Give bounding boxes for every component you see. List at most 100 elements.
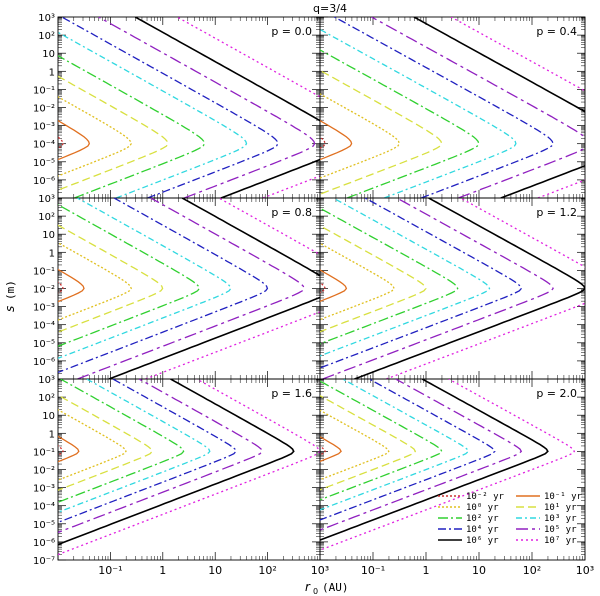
y-tick-label: 10⁻⁴	[33, 321, 55, 332]
series-line	[108, 198, 320, 379]
series-line	[322, 198, 554, 379]
x-tick-label: 1	[423, 564, 430, 577]
curves	[58, 198, 320, 379]
panel-5: 10⁻⁷ 10⁻⁶ 10⁻⁵ 10⁻⁴ 10⁻³ 10⁻² 10⁻¹ 1 10 10² 10³ 10⁻…	[33, 375, 329, 577]
legend-label: 10⁷ yr	[544, 536, 577, 546]
y-tick-label: 10³	[38, 194, 55, 205]
y-tick-label: 10³	[38, 375, 55, 386]
legend-label: 10¹ yr	[544, 503, 577, 513]
panel-label: p = 1.2	[536, 206, 577, 219]
series-line	[320, 379, 523, 531]
y-tick-label: 10⁻³	[33, 303, 55, 314]
y-tick-label: 10⁻⁷	[33, 556, 55, 567]
y-tick-label: 10⁻¹	[33, 85, 55, 96]
series-line	[413, 17, 585, 198]
curves	[320, 17, 585, 198]
panel-label: p = 1.6	[271, 387, 312, 400]
series-line	[320, 380, 443, 501]
legend-label: 10³ yr	[544, 514, 577, 524]
y-tick-label: 10⁻⁴	[33, 140, 55, 151]
y-axis-label: s (m)	[3, 280, 17, 312]
curves	[320, 198, 585, 379]
series-line	[354, 198, 585, 379]
series-line	[58, 379, 263, 534]
y-tick-label: 10⁻⁵	[33, 520, 55, 531]
y-tick-label: 1	[49, 248, 55, 259]
series-line	[58, 75, 169, 191]
series-line	[320, 93, 401, 179]
series-line	[58, 268, 85, 303]
y-tick-label: 10⁻⁴	[33, 502, 55, 513]
y-tick-label: 1	[49, 67, 55, 78]
x-tick-label: 10³	[576, 564, 594, 577]
panel-frame	[57, 378, 321, 561]
series-line	[58, 31, 248, 198]
series-line	[58, 379, 211, 514]
curves	[58, 17, 320, 198]
x-axis-label: r 0 (AU)	[305, 580, 349, 596]
series-line	[61, 17, 279, 198]
y-tick-label: 10⁻³	[33, 484, 55, 495]
panel-label: p = 2.0	[536, 387, 577, 400]
series-line	[320, 207, 459, 345]
curves	[320, 379, 576, 551]
legend-item: 10¹ yr	[516, 503, 577, 513]
series-line	[58, 224, 164, 333]
series-line	[320, 225, 427, 333]
series-line	[320, 379, 470, 511]
x-tick-label: 1	[159, 564, 166, 577]
panel-label: p = 0.4	[536, 25, 577, 38]
panel-frame	[319, 197, 586, 380]
y-axis-label-unit: (m)	[4, 280, 17, 300]
y-tick-label: 10⁻²	[33, 466, 55, 477]
x-tick-label: 10³	[311, 564, 329, 577]
legend-item: 10⁷ yr	[516, 536, 577, 546]
curves	[58, 379, 320, 556]
series-line	[58, 379, 185, 503]
y-tick-label: 10⁻⁶	[33, 538, 55, 549]
series-line	[58, 198, 232, 359]
series-line	[320, 379, 576, 551]
series-line	[371, 17, 585, 198]
x-tick-label: 10	[208, 564, 222, 577]
series-line	[320, 198, 491, 357]
series-line	[98, 17, 316, 198]
series-line	[320, 69, 443, 195]
x-tick-label: 10⁻¹	[361, 564, 385, 577]
series-line	[58, 379, 295, 546]
series-line	[320, 379, 549, 541]
series-line	[58, 281, 64, 294]
y-tick-label: 10²	[38, 31, 55, 42]
series-line	[320, 269, 348, 302]
series-line	[320, 28, 517, 198]
series-line	[58, 198, 269, 374]
y-tick-label: 10⁻⁶	[33, 357, 55, 368]
figure-title: q=3/4	[313, 2, 347, 15]
y-tick-label: 10	[42, 411, 55, 422]
legend-item: 10⁵ yr	[516, 525, 577, 535]
y-axis-label-main: s	[3, 306, 17, 312]
series-line	[145, 198, 320, 379]
legend-item: 10² yr	[438, 514, 499, 524]
panel-label: p = 0.0	[271, 25, 312, 38]
series-line	[176, 17, 320, 198]
legend-item: 10⁻¹ yr	[516, 492, 583, 502]
x-axis-label-main: r	[305, 580, 311, 594]
panel-6: 10⁻¹ 1 10 10² 10³ p = 2.0	[319, 378, 594, 577]
series-line	[334, 17, 554, 198]
panels-group: 10⁻⁶ 10⁻⁵ 10⁻⁴ 10⁻³ 10⁻² 10⁻¹ 1 10 10² 10³ p = 0.0…	[33, 13, 594, 577]
y-tick-label: 10⁻²	[33, 285, 55, 296]
panel-frame	[319, 16, 586, 199]
series-line	[58, 379, 237, 524]
panel-3: 10⁻⁶ 10⁻⁵ 10⁻⁴ 10⁻³ 10⁻² 10⁻¹ 1 10 10² 10³ p = 0.8	[33, 194, 321, 380]
y-tick-label: 10⁻¹	[33, 266, 55, 277]
y-tick-label: 10²	[38, 212, 55, 223]
y-tick-label: 10	[42, 230, 55, 241]
series-line	[58, 394, 153, 491]
legend-item: 10⁶ yr	[438, 536, 499, 546]
panel-label: p = 0.8	[271, 206, 312, 219]
legend-label: 10⁵ yr	[544, 525, 577, 535]
y-tick-label: 10⁻⁵	[33, 158, 55, 169]
panel-2: p = 0.4	[319, 16, 586, 199]
